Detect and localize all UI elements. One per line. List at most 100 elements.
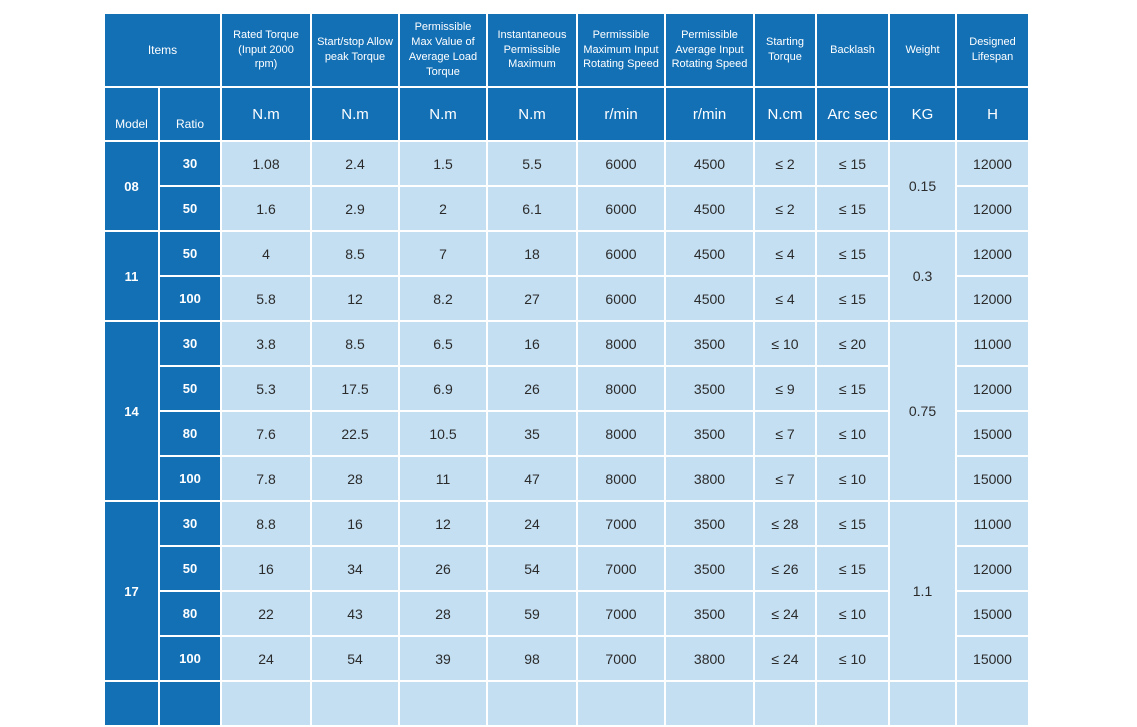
value-cell: 3500 xyxy=(666,322,753,365)
value-cell: 39 xyxy=(400,637,486,680)
value-cell: 5.8 xyxy=(222,277,310,320)
ratio-cell: 30 xyxy=(160,502,220,545)
column-header-7: Backlash xyxy=(817,14,888,86)
value-cell: 47 xyxy=(488,457,576,500)
weight-cell: 0.15 xyxy=(890,142,955,230)
value-cell: ≤ 15 xyxy=(817,502,888,545)
unit-header-5: r/min xyxy=(666,88,753,140)
column-header-2: Permissible Max Value of Average Load To… xyxy=(400,14,486,86)
value-cell: 4500 xyxy=(666,277,753,320)
value-cell: 43 xyxy=(312,592,398,635)
table-row: 50 1.6 2.9 2 6.1 6000 4500 ≤ 2 ≤ 15 12000 xyxy=(105,187,1028,230)
value-cell: 2.9 xyxy=(312,187,398,230)
value-cell: 35 xyxy=(488,412,576,455)
value-cell xyxy=(817,682,888,725)
table-row: 80 22 43 28 59 7000 3500 ≤ 24 ≤ 10 15000 xyxy=(105,592,1028,635)
ratio-cell: 30 xyxy=(160,322,220,365)
ratio-cell: 100 xyxy=(160,277,220,320)
lifespan-cell: 11000 xyxy=(957,322,1028,365)
value-cell: ≤ 15 xyxy=(817,547,888,590)
value-cell: 4500 xyxy=(666,142,753,185)
value-cell: 26 xyxy=(400,547,486,590)
value-cell: 3500 xyxy=(666,592,753,635)
value-cell: 8000 xyxy=(578,457,664,500)
unit-header-6: N.cm xyxy=(755,88,815,140)
value-cell: 8.5 xyxy=(312,232,398,275)
value-cell: 4500 xyxy=(666,232,753,275)
value-cell: ≤ 10 xyxy=(817,457,888,500)
items-header: Items xyxy=(105,14,220,86)
column-header-6: Starting Torque xyxy=(755,14,815,86)
table-row: 17 30 8.8 16 12 24 7000 3500 ≤ 28 ≤ 15 1.1 11000 xyxy=(105,502,1028,680)
spec-table-body: 08 30 1.08 2.4 1.5 5.5 6000 4500 ≤ 2 ≤ 15 0.15 1200… xyxy=(105,142,1028,725)
table-row: 80 7.6 22.5 10.5 35 8000 3500 ≤ 7 ≤ 10 15000 xyxy=(105,412,1028,455)
value-cell: 59 xyxy=(488,592,576,635)
value-cell: ≤ 26 xyxy=(755,547,815,590)
value-cell: 27 xyxy=(488,277,576,320)
value-cell: 8000 xyxy=(578,322,664,365)
value-cell: 24 xyxy=(488,502,576,545)
weight-cell: 1.1 xyxy=(890,502,955,680)
value-cell: 22 xyxy=(222,592,310,635)
value-cell: ≤ 24 xyxy=(755,592,815,635)
value-cell: ≤ 15 xyxy=(817,142,888,185)
lifespan-cell xyxy=(957,682,1028,725)
value-cell: 3800 xyxy=(666,457,753,500)
lifespan-cell: 15000 xyxy=(957,592,1028,635)
value-cell: 1.5 xyxy=(400,142,486,185)
value-cell: 8.8 xyxy=(222,502,310,545)
value-cell: ≤ 2 xyxy=(755,142,815,185)
model-cell xyxy=(105,682,158,725)
value-cell xyxy=(222,682,310,725)
column-header-0: Rated Torque (Input 2000 rpm) xyxy=(222,14,310,86)
column-header-1: Start/stop Allow peak Torque xyxy=(312,14,398,86)
value-cell: ≤ 7 xyxy=(755,412,815,455)
value-cell xyxy=(400,682,486,725)
lifespan-cell: 12000 xyxy=(957,367,1028,410)
value-cell: 3500 xyxy=(666,547,753,590)
model-cell: 14 xyxy=(105,322,158,500)
value-cell: 6.9 xyxy=(400,367,486,410)
value-cell: 16 xyxy=(312,502,398,545)
value-cell: 10.5 xyxy=(400,412,486,455)
value-cell: 7.8 xyxy=(222,457,310,500)
value-cell xyxy=(488,682,576,725)
value-cell: 3500 xyxy=(666,502,753,545)
spec-table: Items Rated Torque (Input 2000 rpm) Start/… xyxy=(103,12,1030,727)
column-header-8: Weight xyxy=(890,14,955,86)
value-cell xyxy=(755,682,815,725)
value-cell: 6.1 xyxy=(488,187,576,230)
table-row: 100 7.8 28 11 47 8000 3800 ≤ 7 ≤ 10 15000 xyxy=(105,457,1028,500)
model-cell: 08 xyxy=(105,142,158,230)
model-column-header: Model xyxy=(105,88,158,140)
unit-header-8: KG xyxy=(890,88,955,140)
value-cell: 8000 xyxy=(578,367,664,410)
value-cell: ≤ 4 xyxy=(755,232,815,275)
lifespan-cell: 15000 xyxy=(957,412,1028,455)
value-cell: 16 xyxy=(488,322,576,365)
value-cell: 5.5 xyxy=(488,142,576,185)
spec-table-head: Items Rated Torque (Input 2000 rpm) Start/… xyxy=(105,14,1028,140)
value-cell: ≤ 10 xyxy=(817,412,888,455)
lifespan-cell: 12000 xyxy=(957,142,1028,185)
ratio-cell: 80 xyxy=(160,412,220,455)
lifespan-cell: 15000 xyxy=(957,637,1028,680)
value-cell: 7000 xyxy=(578,547,664,590)
value-cell: 5.3 xyxy=(222,367,310,410)
value-cell: 12 xyxy=(400,502,486,545)
value-cell: 22.5 xyxy=(312,412,398,455)
value-cell: 7000 xyxy=(578,637,664,680)
table-row: 50 16 34 26 54 7000 3500 ≤ 26 ≤ 15 12000 xyxy=(105,547,1028,590)
ratio-cell xyxy=(160,682,220,725)
lifespan-cell: 12000 xyxy=(957,277,1028,320)
value-cell: 2.4 xyxy=(312,142,398,185)
value-cell: 7 xyxy=(400,232,486,275)
lifespan-cell: 11000 xyxy=(957,502,1028,545)
weight-cell xyxy=(890,682,955,725)
value-cell: 28 xyxy=(312,457,398,500)
value-cell: ≤ 28 xyxy=(755,502,815,545)
column-header-9: Designed Lifespan xyxy=(957,14,1028,86)
value-cell: ≤ 10 xyxy=(817,637,888,680)
lifespan-cell: 12000 xyxy=(957,547,1028,590)
value-cell: 7000 xyxy=(578,592,664,635)
